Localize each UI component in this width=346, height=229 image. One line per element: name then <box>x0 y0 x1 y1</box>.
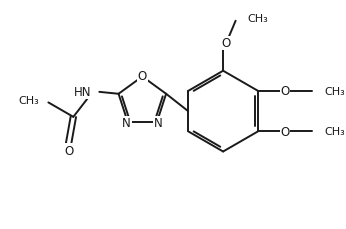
Text: CH₃: CH₃ <box>18 96 39 106</box>
Text: O: O <box>221 37 231 50</box>
Text: CH₃: CH₃ <box>325 87 345 96</box>
Text: O: O <box>280 85 290 98</box>
Text: CH₃: CH₃ <box>247 14 268 24</box>
Text: O: O <box>64 144 73 157</box>
Text: N: N <box>154 117 162 130</box>
Text: HN: HN <box>74 86 92 99</box>
Text: N: N <box>122 117 131 130</box>
Text: O: O <box>138 70 147 83</box>
Text: O: O <box>280 125 290 138</box>
Text: CH₃: CH₃ <box>325 127 345 137</box>
